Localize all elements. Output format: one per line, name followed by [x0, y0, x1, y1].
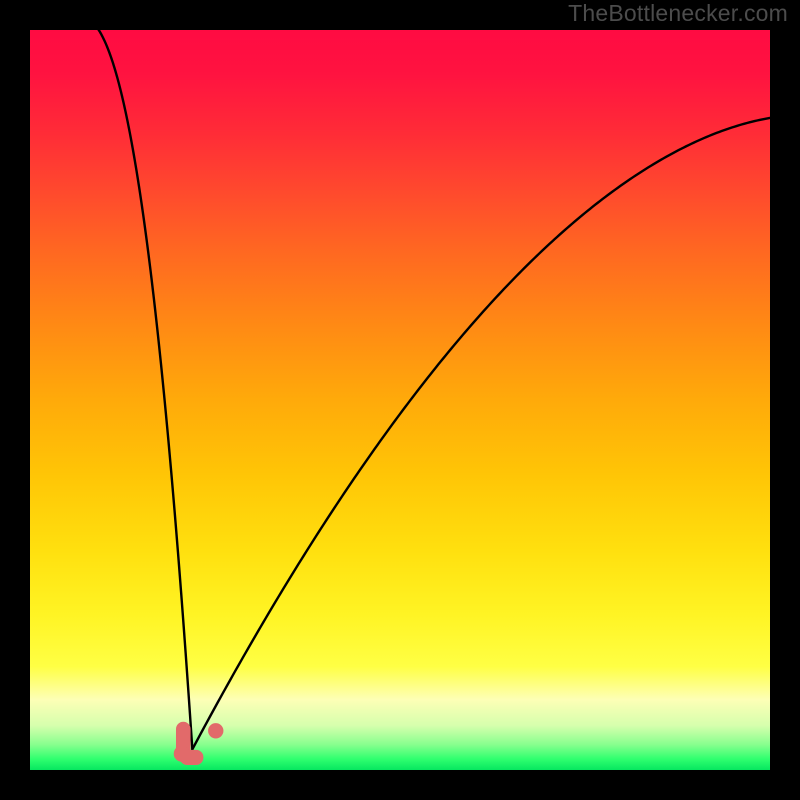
gradient-background: [30, 30, 770, 770]
watermark-text: TheBottlenecker.com: [568, 0, 788, 27]
marker-dot: [209, 724, 223, 738]
chart-container: TheBottlenecker.com: [0, 0, 800, 800]
bottleneck-chart: [0, 0, 800, 800]
marker-blob: [180, 750, 203, 764]
